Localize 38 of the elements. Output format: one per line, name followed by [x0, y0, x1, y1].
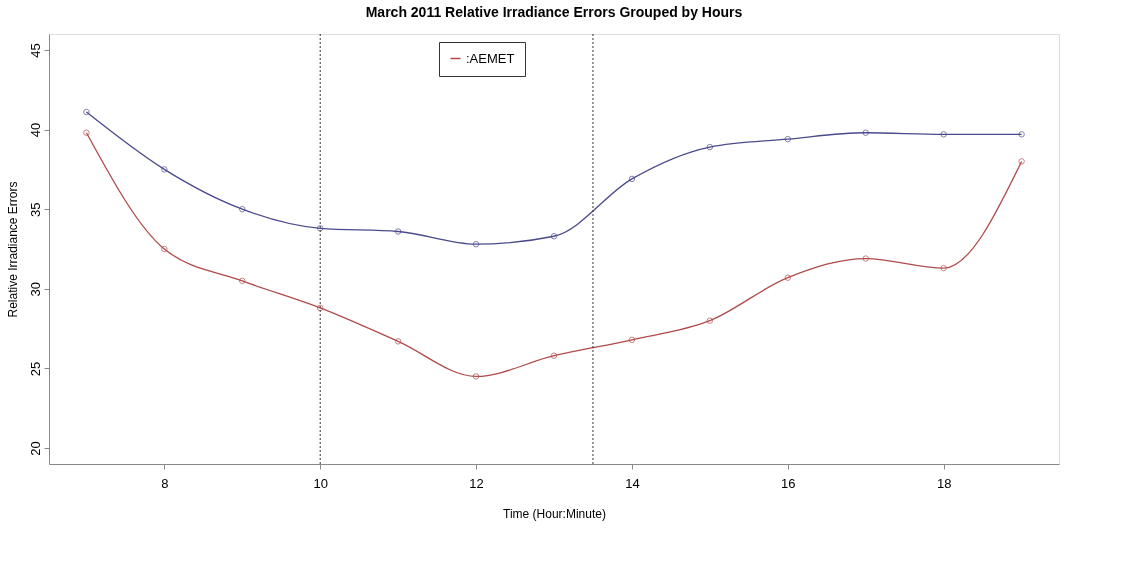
point [628, 336, 636, 344]
point [706, 317, 714, 324]
y-axis-title: Relative Irradiance Errors [5, 181, 20, 318]
point [472, 373, 480, 380]
point [394, 338, 402, 345]
x-axis-title: Time (Hour:Minute) [503, 506, 606, 521]
point [784, 135, 792, 143]
x-tick-label: 18 [936, 475, 952, 491]
point [862, 255, 869, 262]
x-tick-label: 16 [781, 475, 796, 491]
legend-label: :AEMET [466, 50, 515, 66]
point [239, 277, 246, 285]
point [239, 205, 246, 213]
point [940, 264, 947, 272]
point [161, 166, 168, 173]
point [316, 225, 324, 232]
point [472, 240, 480, 248]
y-tick-label: 20 [27, 441, 43, 456]
point [862, 129, 869, 136]
y-tick-label: 25 [27, 361, 43, 377]
point [161, 245, 168, 253]
x-tick-label: 14 [625, 475, 640, 491]
point [550, 233, 558, 240]
point [550, 352, 558, 359]
y-tick-label: 45 [27, 43, 43, 58]
point [628, 175, 636, 183]
point [394, 228, 402, 235]
chart-title: March 2011 Relative Irradiance Errors Grouped by Hours [365, 3, 743, 20]
point [784, 274, 792, 281]
point [316, 304, 324, 312]
point [706, 143, 714, 151]
y-tick-label: 30 [27, 282, 43, 297]
x-tick-label: 8 [161, 475, 169, 491]
y-tick-label: 40 [27, 122, 43, 138]
y-tick-label: 35 [27, 202, 43, 217]
x-tick-label: 10 [313, 475, 328, 491]
x-tick-label: 12 [469, 475, 484, 491]
point [940, 131, 947, 138]
